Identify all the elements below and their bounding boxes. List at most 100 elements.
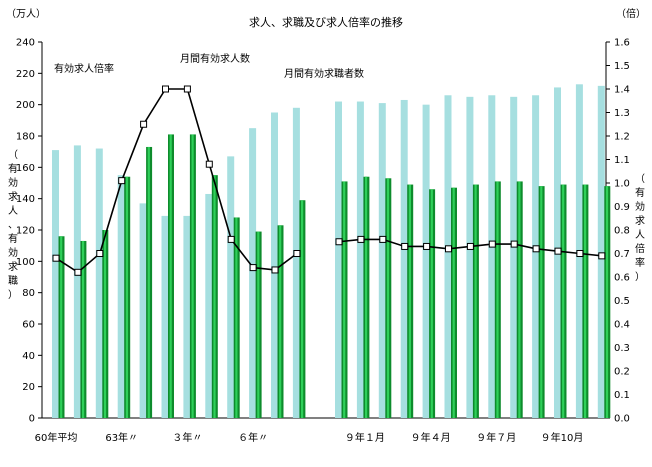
ratio-marker <box>335 238 343 246</box>
ratio-marker <box>466 242 474 250</box>
annotation-job-offers: 月間有効求人数 <box>180 52 250 65</box>
right-tick-label: 0.7 <box>614 249 630 260</box>
job-offers-bar-highlight <box>386 178 390 418</box>
right-axis-label-char: 人 <box>635 229 645 241</box>
ratio-marker <box>118 177 126 185</box>
job-offers-bar-highlight <box>235 217 238 418</box>
right-axis-label-char: 率 <box>635 256 645 269</box>
left-tick-label: 120 <box>16 226 35 237</box>
right-tick-label: 0.1 <box>614 390 630 401</box>
job-seekers-bar <box>249 128 257 418</box>
right-axis-label-char: 倍 <box>635 242 645 255</box>
x-axis-ticks: 60年平均 63年〃 ３年〃 ６年〃 ９年１月 ９年４月 ９年７月 ９年10月 <box>35 431 584 444</box>
job-seekers-bar <box>271 112 278 418</box>
left-axis-label-char: （ <box>8 149 18 161</box>
job-offers-bar-highlight <box>562 184 565 418</box>
ratio-marker <box>96 250 104 257</box>
ratio-line-segment <box>55 88 298 274</box>
left-axis-label-char: 、 <box>8 220 18 231</box>
ratio-markers <box>52 85 606 276</box>
left-axis-label-char: 求 <box>8 191 18 203</box>
job-offers-bar-highlight <box>147 146 150 418</box>
ratio-marker <box>140 120 148 128</box>
ratio-line <box>55 88 602 274</box>
left-tick-label: 200 <box>16 100 35 111</box>
ratio-marker <box>271 266 279 274</box>
job-seekers-bar <box>466 96 474 418</box>
x-tick-label: ３年〃 <box>172 431 202 444</box>
left-axis-label-char: 効 <box>8 176 18 189</box>
left-tick-label: 240 <box>16 38 35 49</box>
right-tick-label: 1.3 <box>614 108 630 119</box>
left-axis-label-char: 職 <box>8 275 18 287</box>
x-tick-label: 63年〃 <box>105 431 138 444</box>
job-seekers-bar <box>95 148 103 419</box>
ratio-marker <box>576 250 584 257</box>
right-tick-label: 0.8 <box>614 226 630 237</box>
job-seekers-bar <box>183 215 191 418</box>
right-axis-label-char: 有 <box>635 186 645 199</box>
right-axis-label-char: 効 <box>635 200 645 213</box>
left-axis-ticks: 0 20 40 60 80 100 120 140 160 180 200 220 240 <box>16 38 42 425</box>
job-offers-bar-highlight <box>408 184 411 418</box>
ratio-marker <box>227 235 235 243</box>
right-tick-label: 1.4 <box>614 85 630 96</box>
left-axis-label: （有効求人、有効求職） <box>8 149 18 301</box>
right-axis-unit: （倍） <box>616 7 646 20</box>
job-seekers-bar <box>400 99 408 418</box>
left-tick-label: 40 <box>22 351 35 362</box>
annotation-job-seekers: 月間有効求職者数 <box>284 67 364 80</box>
x-tick-label: 60年平均 <box>35 431 78 444</box>
job-offers-bar-highlight <box>60 236 63 418</box>
right-tick-label: 1.6 <box>614 38 630 49</box>
job-seekers-bar <box>52 150 59 418</box>
job-seekers-bar <box>422 104 430 419</box>
ratio-marker <box>52 254 60 262</box>
ratio-marker <box>488 240 496 248</box>
right-tick-label: 0.2 <box>614 367 630 378</box>
job-seekers-bar <box>117 175 125 418</box>
job-offers-bar-highlight <box>365 176 368 418</box>
job-seekers-bar <box>161 215 169 418</box>
job-seekers-bar <box>227 156 235 418</box>
job-offers-bar-highlight <box>496 181 499 418</box>
x-tick-label: ９年４月 <box>411 431 451 444</box>
job-seekers-bar <box>356 101 364 419</box>
left-tick-label: 0 <box>29 414 35 425</box>
job-offers-bar-highlight <box>279 225 282 418</box>
ratio-marker <box>249 264 257 272</box>
chart-title: 求人、求職及び求人倍率の推移 <box>249 15 403 29</box>
left-axis-label-char: 有 <box>8 232 18 245</box>
job-seekers-bar <box>597 85 605 418</box>
left-axis-label-char: 有 <box>8 162 18 175</box>
x-tick-label: ９年１月 <box>345 431 385 444</box>
right-axis-label-char: 求 <box>635 215 645 227</box>
job-offers-bar-highlight <box>213 175 216 418</box>
right-tick-label: 0.9 <box>614 202 630 213</box>
ratio-marker <box>401 242 409 250</box>
job-offers-bar-highlight <box>452 187 455 418</box>
left-tick-label: 60 <box>22 320 35 331</box>
left-axis-label-char: 人 <box>8 205 18 217</box>
ratio-marker <box>598 252 606 260</box>
ratio-marker <box>423 242 431 250</box>
job-seekers-bar <box>139 203 147 418</box>
ratio-marker <box>183 85 191 93</box>
x-tick-label: ９年10月 <box>541 431 584 444</box>
bars <box>52 84 611 419</box>
job-offers-bar-highlight <box>474 184 477 418</box>
ratio-marker <box>379 235 387 243</box>
job-offers-bar-highlight <box>343 181 346 418</box>
right-tick-label: 0.6 <box>614 273 630 284</box>
job-seekers-bar <box>73 145 81 418</box>
job-offers-bar-highlight <box>518 181 521 418</box>
left-tick-label: 20 <box>22 382 35 393</box>
job-offers-bar-highlight <box>169 134 172 418</box>
job-seekers-bar <box>532 95 540 419</box>
job-seekers-bar <box>510 96 518 418</box>
job-offers-bar-highlight <box>82 240 85 418</box>
left-tick-label: 80 <box>22 288 35 299</box>
job-offers-bar-highlight <box>584 184 587 418</box>
left-axis-label-char: 効 <box>8 246 18 259</box>
